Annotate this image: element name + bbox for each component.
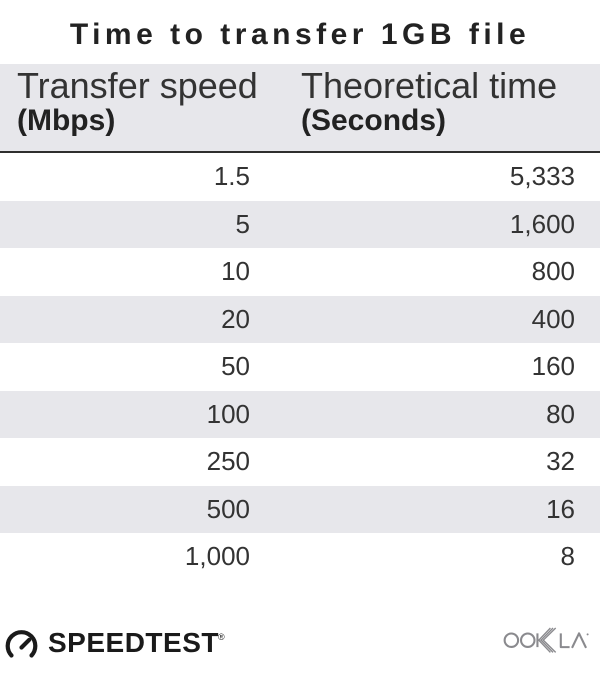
svg-text:SPEEDTEST: SPEEDTEST xyxy=(48,627,219,658)
svg-text:®: ® xyxy=(218,632,225,642)
